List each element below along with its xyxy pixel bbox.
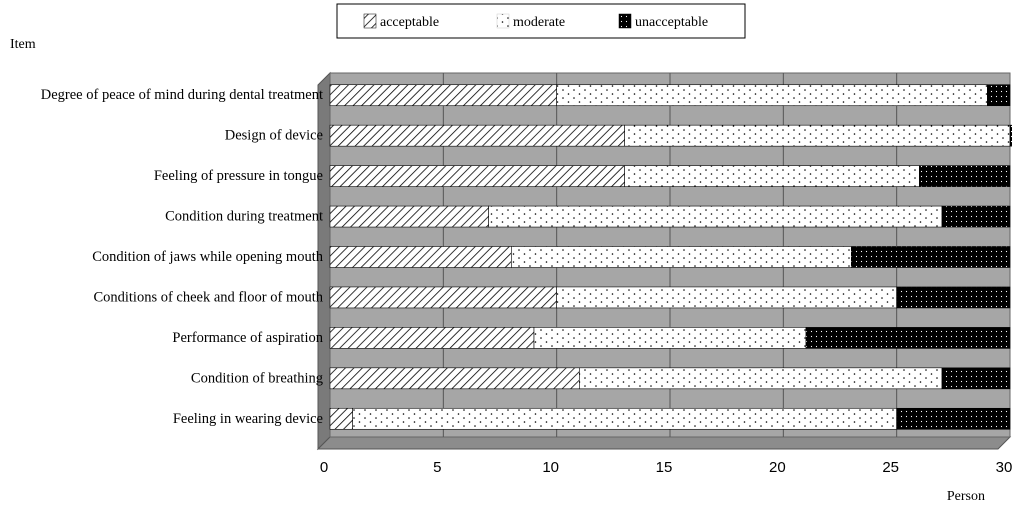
legend-swatch-acceptable: [363, 13, 377, 29]
category-label: Design of device: [225, 128, 323, 144]
bar-segment-unacceptable: [896, 407, 1011, 430]
bar-segment-moderate: [579, 367, 943, 390]
bar-segment-acceptable: [329, 367, 580, 390]
bar-row: [329, 327, 1011, 349]
bar-segment-acceptable: [329, 205, 489, 228]
bar-segment-unacceptable: [941, 205, 1011, 228]
bar-row: [329, 205, 1011, 228]
x-axis-title: Person: [947, 489, 985, 504]
bar-segment-acceptable: [329, 407, 353, 430]
x-tick-label: 10: [542, 459, 559, 476]
x-tick-label: 15: [656, 459, 673, 476]
bar-row: [329, 124, 1012, 147]
bars-layer: [329, 84, 1012, 430]
bar-row: [329, 246, 1011, 268]
bar-segment-moderate: [624, 165, 920, 187]
bar-row: [329, 286, 1011, 309]
legend-swatch-moderate: [496, 13, 510, 29]
legend-label-acceptable: acceptable: [380, 15, 439, 30]
x-tick-label: 30: [996, 459, 1012, 476]
category-label: Performance of aspiration: [172, 330, 323, 346]
legend-label-moderate: moderate: [513, 15, 565, 30]
category-label: Conditions of cheek and floor of mouth: [93, 289, 323, 305]
bar-segment-acceptable: [329, 165, 625, 187]
category-labels: Degree of peace of mind during dental tr…: [41, 87, 324, 427]
category-label: Degree of peace of mind during dental tr…: [41, 87, 323, 103]
category-label: Condition during treatment: [165, 209, 323, 225]
bar-row: [329, 165, 1011, 187]
bar-segment-acceptable: [329, 246, 512, 268]
category-label: Condition of breathing: [191, 370, 323, 386]
bar-segment-moderate: [511, 246, 852, 268]
y-axis-title: Item: [10, 37, 36, 52]
bar-segment-moderate: [488, 205, 943, 228]
category-label: Feeling of pressure in tongue: [154, 168, 323, 184]
bar-segment-unacceptable: [805, 327, 1011, 349]
bar-segment-acceptable: [329, 84, 557, 107]
bar-segment-unacceptable: [896, 286, 1011, 309]
bar-segment-unacceptable: [941, 367, 1011, 390]
category-label: Condition of jaws while opening mouth: [92, 249, 324, 265]
bar-row: [329, 407, 1011, 430]
x-tick-label: 5: [433, 459, 441, 476]
bar-segment-moderate: [352, 407, 897, 430]
x-tick-label: 20: [769, 459, 786, 476]
bar-segment-moderate: [533, 327, 807, 349]
category-label: Feeling in wearing device: [173, 411, 323, 427]
legend-label-unacceptable: unacceptable: [635, 15, 708, 30]
legend: acceptable moderate unacceptable: [336, 3, 746, 39]
bar-row: [329, 84, 1011, 107]
bar-segment-acceptable: [329, 124, 625, 147]
bar-segment-unacceptable: [851, 246, 1011, 268]
x-tick-label: 25: [882, 459, 899, 476]
legend-swatch-unacceptable: [618, 13, 632, 29]
bar-segment-unacceptable: [919, 165, 1011, 187]
bar-segment-moderate: [556, 84, 988, 107]
x-tick-label: 0: [320, 459, 328, 476]
bar-segment-acceptable: [329, 286, 557, 309]
bar-segment-acceptable: [329, 327, 535, 349]
bar-segment-moderate: [624, 124, 1011, 147]
bar-segment-moderate: [556, 286, 897, 309]
bar-row: [329, 367, 1011, 390]
plot-floor: [316, 436, 1012, 450]
bar-segment-unacceptable: [987, 84, 1011, 107]
legend-box: [336, 3, 746, 39]
x-axis-ticks: 0 5 10 15 20 25 30: [320, 459, 1012, 476]
bar-segment-unacceptable: [1009, 124, 1012, 147]
